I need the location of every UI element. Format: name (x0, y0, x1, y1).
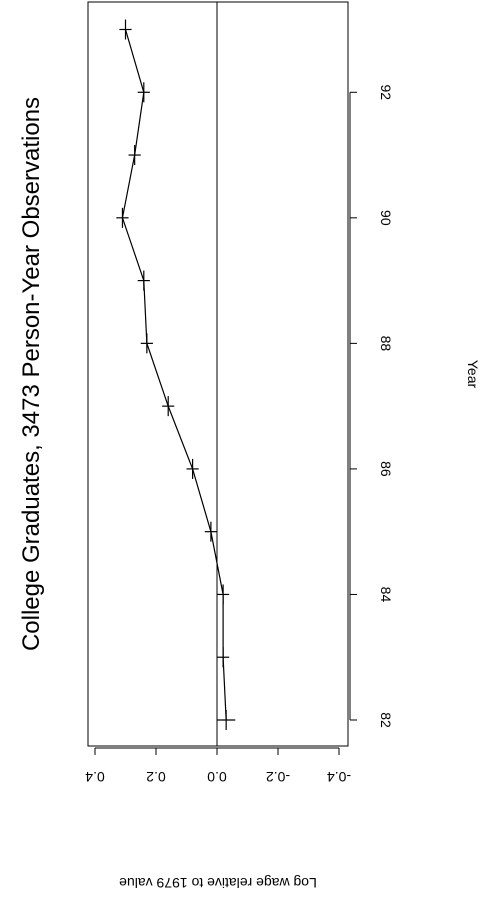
y-axis-label: Log wage relative to 1979 value (119, 875, 317, 891)
y-tick-label: 0.0 (207, 769, 227, 785)
y-tick-label: -0.4 (327, 769, 351, 785)
x-axis: 82 84 86 88 90 92 (349, 84, 394, 728)
plot-area (87, 1, 349, 747)
x-tick-label: 84 (378, 587, 394, 603)
y-tick-label: -0.2 (266, 769, 290, 785)
x-tick-label: 88 (378, 336, 394, 352)
y-axis: -0.4 -0.2 0.0 0.2 0.4 (85, 747, 351, 785)
x-tick-label: 92 (378, 84, 394, 100)
series-line (121, 29, 227, 721)
y-tick-label: 0.4 (85, 769, 105, 785)
chart-title: College Graduates, 3473 Person-Year Obse… (18, 97, 45, 651)
x-tick-label: 90 (378, 210, 394, 226)
plot-frame (87, 1, 349, 747)
x-axis-label: Year (465, 360, 481, 389)
x-tick-label: 82 (378, 712, 394, 728)
y-tick-label: 0.2 (146, 769, 166, 785)
x-tick-label: 86 (378, 461, 394, 477)
